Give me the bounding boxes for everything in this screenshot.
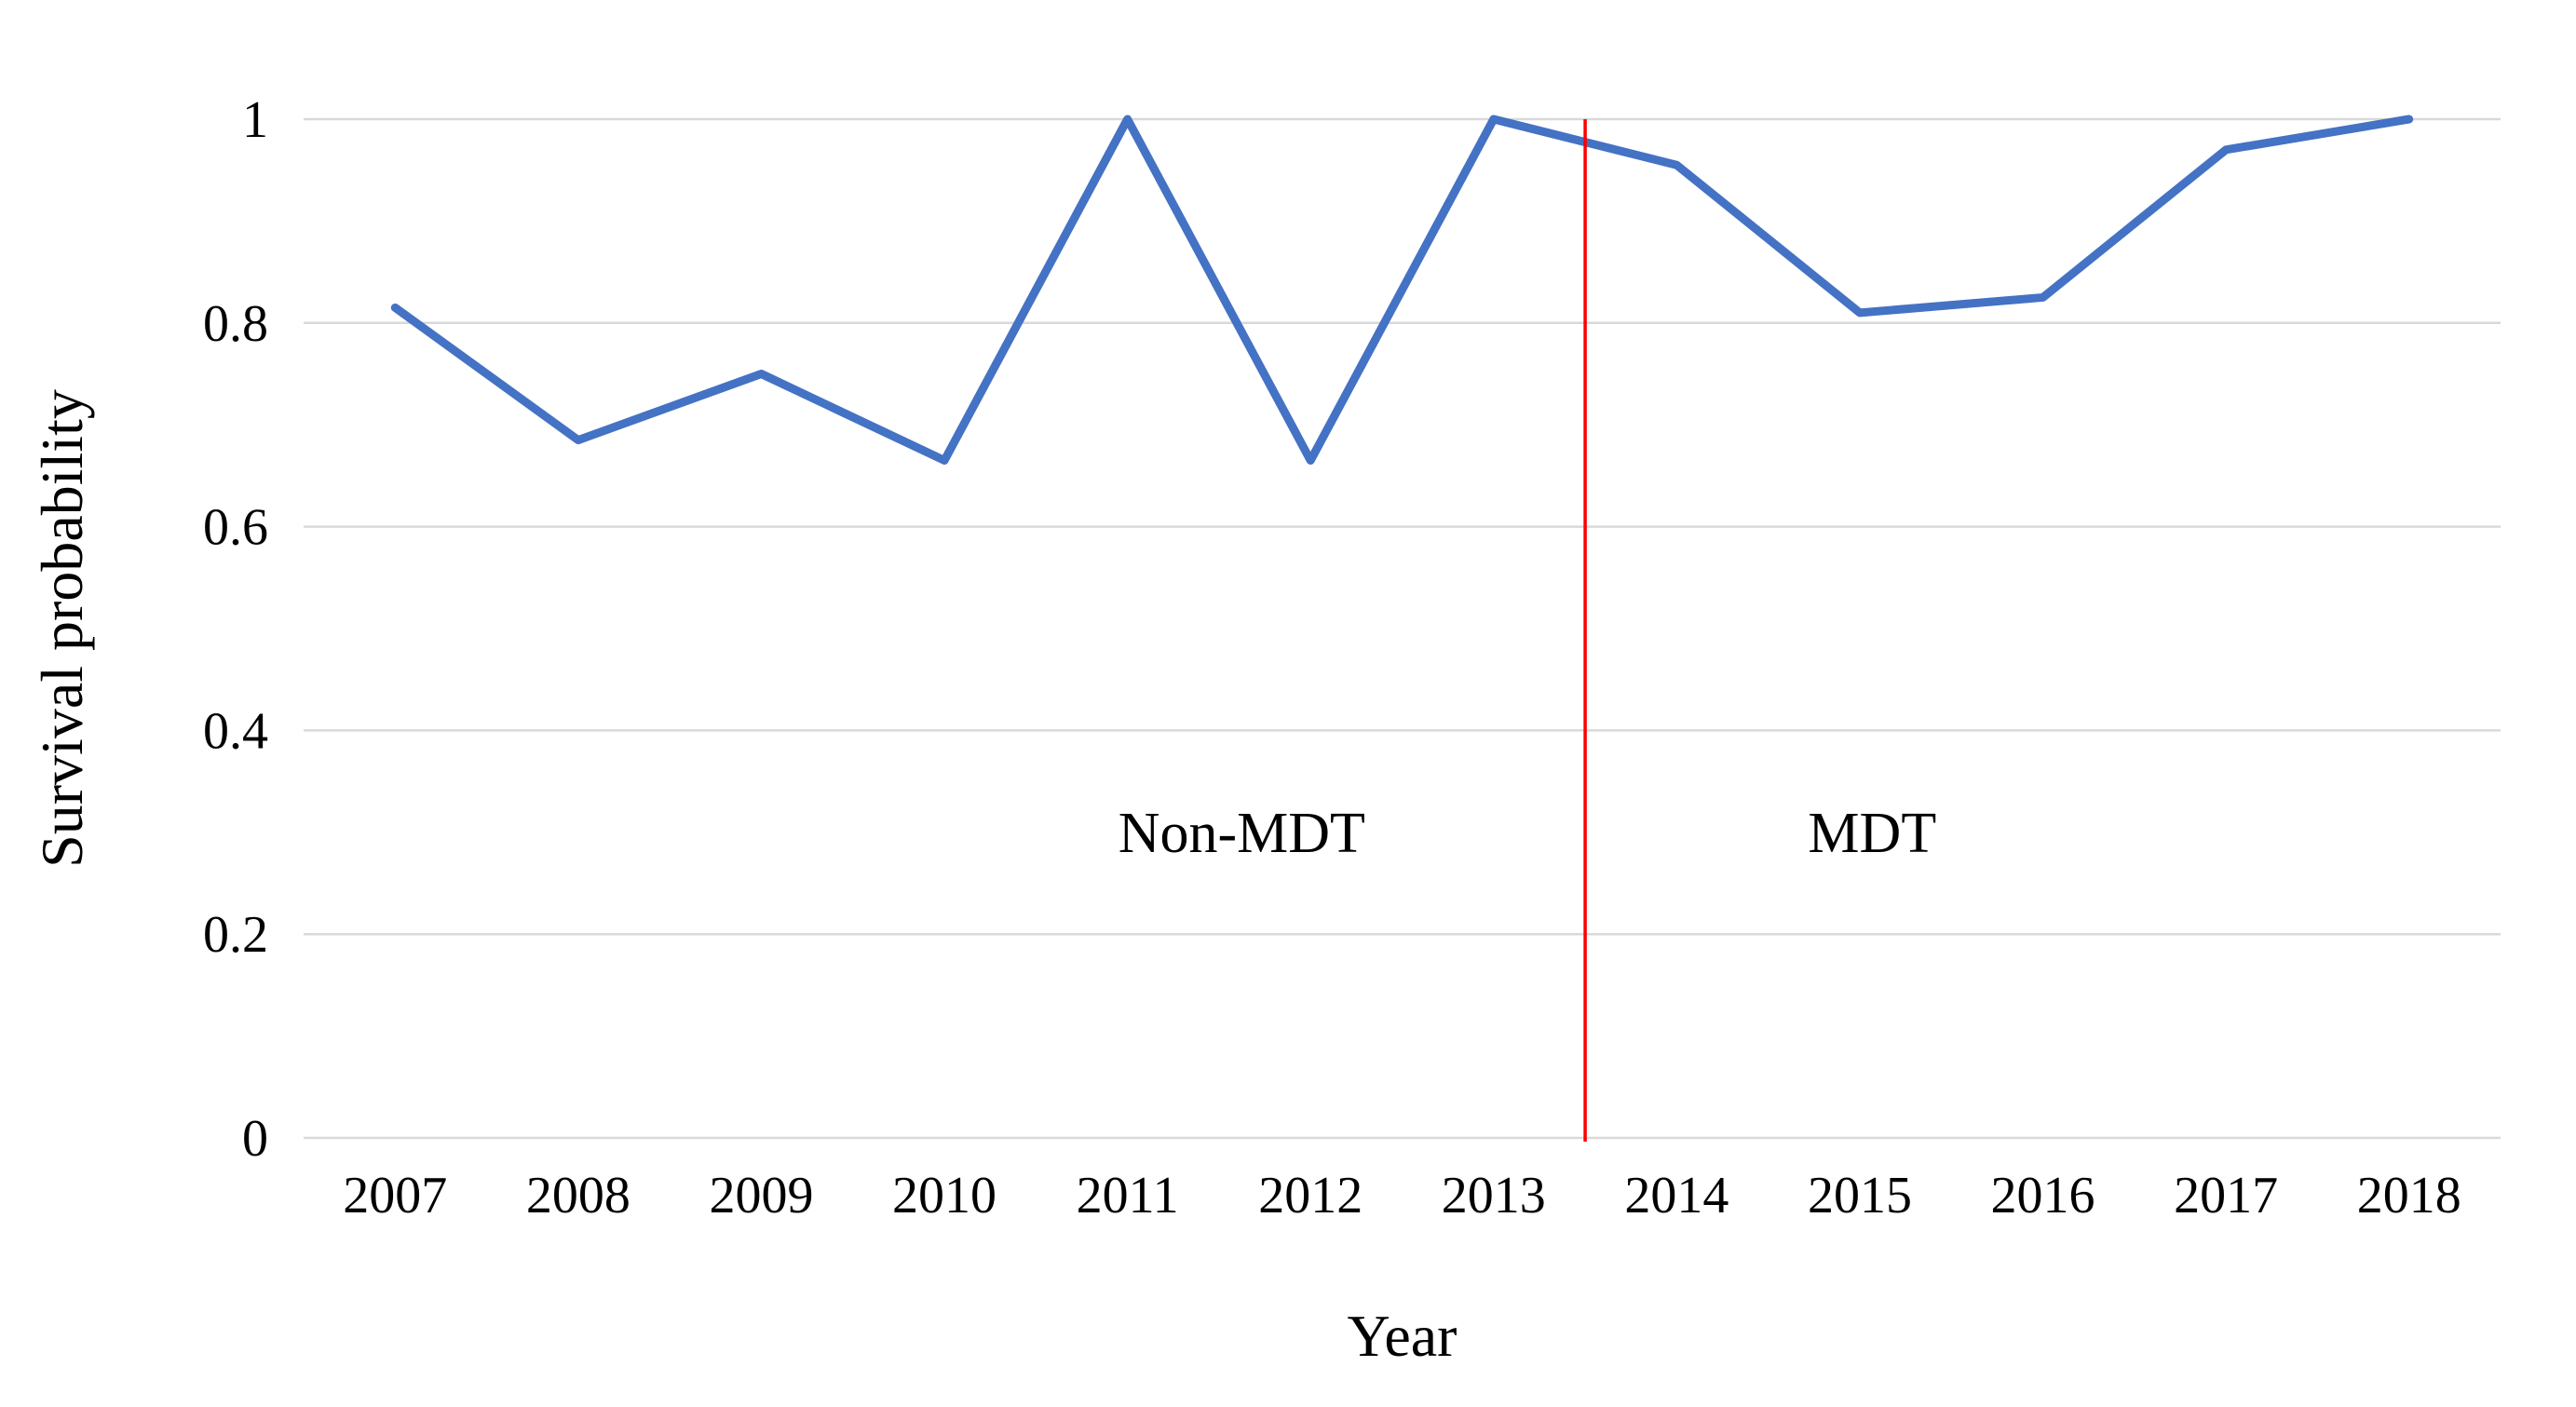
x-tick-label-2011: 2011 bbox=[1077, 1167, 1179, 1224]
survival-line-series bbox=[390, 115, 2414, 465]
x-tick-label-2012: 2012 bbox=[1258, 1167, 1363, 1224]
x-tick-label-2007: 2007 bbox=[343, 1167, 447, 1224]
x-tick-label-2016: 2016 bbox=[1991, 1167, 2095, 1224]
x-tick-label-2017: 2017 bbox=[2174, 1167, 2278, 1224]
y-tick-label: 0 bbox=[242, 1110, 268, 1168]
y-axis-tick-labels: 0 0.2 0.4 0.6 0.8 1 bbox=[203, 91, 268, 1168]
x-tick-label-2018: 2018 bbox=[2357, 1167, 2461, 1224]
x-tick-label-2009: 2009 bbox=[709, 1167, 813, 1224]
annotation-non-mdt: Non-MDT bbox=[1119, 802, 1365, 865]
y-tick-label: 0.6 bbox=[203, 499, 268, 557]
x-tick-label-2014: 2014 bbox=[1624, 1167, 1729, 1224]
annotation-mdt: MDT bbox=[1808, 802, 1936, 865]
gridlines bbox=[304, 117, 2501, 1140]
y-tick-label: 0.8 bbox=[203, 295, 268, 353]
y-axis-title: Survival probability bbox=[29, 389, 95, 868]
x-axis-title: Year bbox=[1348, 1303, 1457, 1369]
x-tick-label-2010: 2010 bbox=[892, 1167, 997, 1224]
y-tick-label: 0.4 bbox=[203, 702, 268, 760]
x-axis-tick-labels: 2007 2008 2009 2010 2011 2012 2013 2014 2015 2016… bbox=[343, 1167, 2461, 1224]
y-tick-label: 1 bbox=[242, 91, 268, 149]
x-tick-label-2013: 2013 bbox=[1442, 1167, 1546, 1224]
x-tick-label-2008: 2008 bbox=[526, 1167, 630, 1224]
x-tick-label-2015: 2015 bbox=[1808, 1167, 1912, 1224]
y-tick-label: 0.2 bbox=[203, 906, 268, 964]
